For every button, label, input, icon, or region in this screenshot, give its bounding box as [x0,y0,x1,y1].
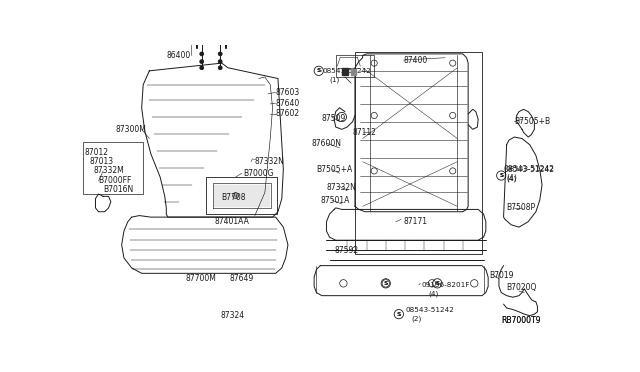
Text: B7505+B: B7505+B [515,117,550,126]
Text: S: S [384,281,388,286]
Text: S: S [435,281,440,286]
Text: 08543-51242: 08543-51242 [505,166,554,172]
Text: S: S [397,312,401,317]
Circle shape [200,60,204,64]
Text: B7016N: B7016N [103,185,133,194]
Text: 87603: 87603 [276,88,300,97]
Text: 87700M: 87700M [186,274,216,283]
Text: 09156-8201F: 09156-8201F [422,282,470,288]
Text: 87171: 87171 [403,217,428,226]
Text: 87501A: 87501A [320,196,349,205]
Text: 87112: 87112 [353,128,376,137]
Text: 87649: 87649 [230,274,253,283]
Text: 87592: 87592 [334,246,358,255]
Text: B7508P: B7508P [507,203,536,212]
Text: (4): (4) [428,291,438,297]
Text: 87324: 87324 [220,311,244,320]
Text: B7708: B7708 [221,193,246,202]
Bar [83,142,143,194]
Text: S: S [436,281,439,286]
Text: 87332N: 87332N [326,183,356,192]
Text: 87401AA: 87401AA [214,217,249,226]
Text: S: S [384,281,388,286]
Text: (4): (4) [507,175,517,182]
Text: S: S [397,312,401,317]
Circle shape [218,60,222,64]
Text: 87332N: 87332N [255,157,285,166]
Text: 87640: 87640 [276,99,300,108]
Text: 08543-51242: 08543-51242 [323,68,371,74]
Text: 87602: 87602 [276,109,300,118]
Text: S: S [317,68,321,73]
Text: 87400: 87400 [403,55,428,64]
Text: 87013: 87013 [90,157,113,166]
Bar [355,52,482,254]
Bar [206,177,277,214]
Text: S: S [499,173,503,178]
Text: B7000G: B7000G [243,169,274,178]
Text: (4): (4) [507,174,518,183]
Text: RB7000T9: RB7000T9 [501,316,541,325]
Text: 87509: 87509 [322,114,346,123]
Text: S: S [317,68,321,73]
Text: (2): (2) [411,315,421,322]
Circle shape [200,52,204,56]
Bar [351,69,356,76]
Text: 86400: 86400 [166,51,191,60]
Circle shape [200,66,204,70]
Polygon shape [214,185,269,206]
Text: 87300M: 87300M [115,125,147,134]
Bar [336,55,374,77]
Text: B7020Q: B7020Q [507,283,537,292]
Text: 08543-51242: 08543-51242 [405,307,454,312]
Text: B7505+A: B7505+A [316,165,353,174]
Bar [342,68,348,76]
Text: 87332M: 87332M [94,166,125,176]
Text: 08543-51242: 08543-51242 [504,165,555,174]
Text: RB7000T9: RB7000T9 [501,316,541,325]
Circle shape [218,66,222,70]
Circle shape [218,52,222,56]
Text: B7000FF: B7000FF [99,176,132,185]
Text: 87600N: 87600N [311,139,341,148]
Text: 87012: 87012 [84,148,109,157]
Text: (1): (1) [330,76,340,83]
Text: S: S [500,173,504,178]
Text: B7019: B7019 [490,271,514,280]
